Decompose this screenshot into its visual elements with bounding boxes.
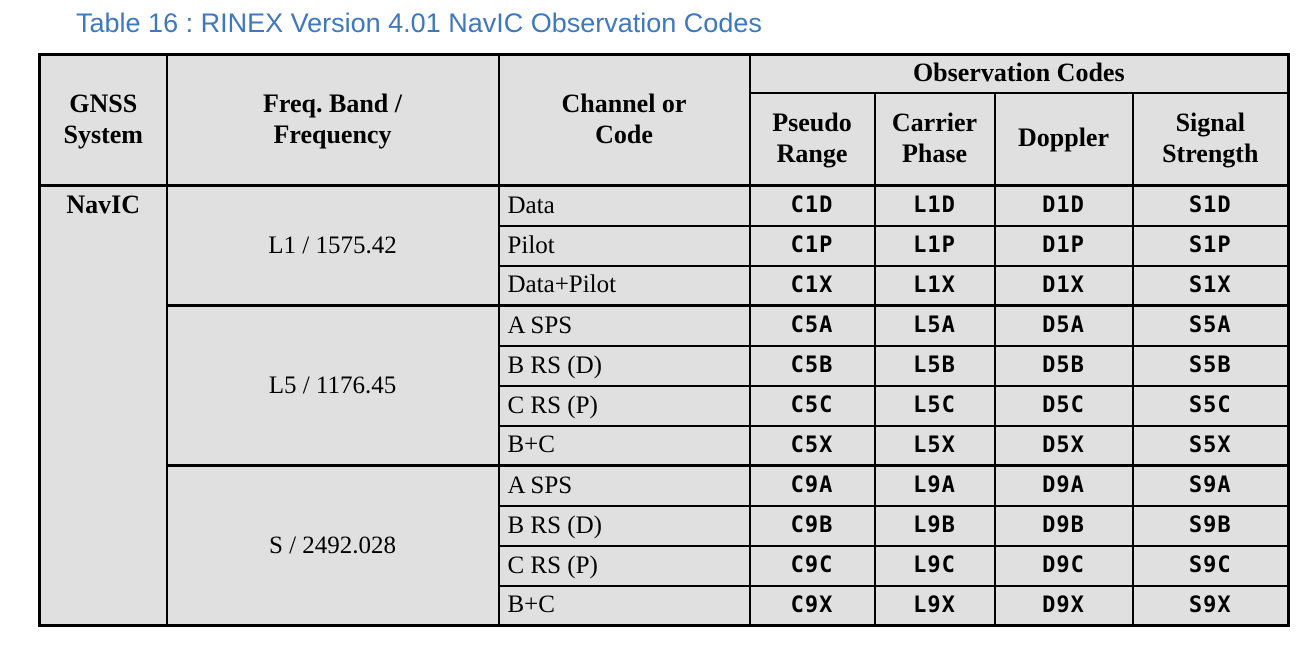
- code-cell: S5X: [1131, 424, 1290, 467]
- code-cell: L5X: [873, 424, 996, 467]
- header-observation-codes: Observation Codes: [748, 53, 1290, 94]
- code-cell: C9C: [748, 544, 876, 587]
- code-cell: D5B: [993, 344, 1134, 387]
- band-cell-l5: L5 / 1176.45: [165, 304, 500, 467]
- table-body: NavIC L1 / 1575.42 Data C1D L1D D1D S1D …: [38, 184, 1290, 627]
- table-row: B+C C9X L9X D9X S9X: [40, 584, 1290, 627]
- code-cell: S5A: [1131, 304, 1290, 347]
- code-cell: C1X: [748, 264, 876, 307]
- table-row: Data+Pilot C1X L1X D1X S1X: [40, 264, 1290, 307]
- table-caption: Table 16 : RINEX Version 4.01 NavIC Obse…: [76, 8, 762, 38]
- header-row-top: GNSS System Freq. Band / Frequency Chann…: [38, 53, 1290, 187]
- header-signal-strength: Signal Strength: [1131, 91, 1290, 187]
- code-cell: C1P: [748, 224, 876, 267]
- code-cell: L5B: [873, 344, 996, 387]
- code-cell: L5C: [873, 384, 996, 427]
- header-doppler: Doppler: [993, 91, 1134, 187]
- code-cell: S1P: [1131, 224, 1290, 267]
- channel-cell: Pilot: [497, 224, 751, 267]
- code-cell: D1X: [993, 264, 1134, 307]
- code-cell: D1D: [993, 184, 1134, 227]
- channel-cell: C RS (P): [497, 544, 751, 587]
- channel-cell: A SPS: [497, 304, 751, 347]
- code-cell: D1P: [993, 224, 1134, 267]
- code-cell: C5X: [748, 424, 876, 467]
- header-row-sub: Pseudo Range Carrier Phase Doppler Signa…: [40, 91, 1290, 187]
- channel-cell: B RS (D): [497, 344, 751, 387]
- code-cell: D5C: [993, 384, 1134, 427]
- code-cell: S5C: [1131, 384, 1290, 427]
- channel-cell: B RS (D): [497, 504, 751, 547]
- code-cell: S9C: [1131, 544, 1290, 587]
- gnss-system-cell: NavIC: [38, 184, 168, 627]
- code-cell: D9C: [993, 544, 1134, 587]
- code-cell: C5C: [748, 384, 876, 427]
- code-cell: L1P: [873, 224, 996, 267]
- channel-cell: B+C: [497, 584, 751, 627]
- header-freq-band: Freq. Band / Frequency: [165, 53, 500, 187]
- channel-cell: A SPS: [497, 464, 751, 507]
- code-cell: D5A: [993, 304, 1134, 347]
- code-cell: D5X: [993, 424, 1134, 467]
- table-row: S / 2492.028 A SPS C9A L9A D9A S9A: [40, 464, 1290, 627]
- table-row: B RS (D) C9B L9B D9B S9B: [40, 504, 1290, 547]
- channel-cell: Data+Pilot: [497, 264, 751, 307]
- table-row: C RS (P) C9C L9C D9C S9C: [40, 544, 1290, 587]
- code-cell: S9B: [1131, 504, 1290, 547]
- table-row: NavIC L1 / 1575.42 Data C1D L1D D1D S1D: [38, 184, 1290, 627]
- channel-cell: C RS (P): [497, 384, 751, 427]
- header-pseudo-range: Pseudo Range: [748, 91, 876, 187]
- code-cell: D9B: [993, 504, 1134, 547]
- code-cell: S9X: [1131, 584, 1290, 627]
- code-cell: S1X: [1131, 264, 1290, 307]
- header-carrier-phase: Carrier Phase: [873, 91, 996, 187]
- code-cell: L9X: [873, 584, 996, 627]
- channel-cell: Data: [497, 184, 751, 227]
- band-cell-s: S / 2492.028: [165, 464, 500, 627]
- code-cell: C9A: [748, 464, 876, 507]
- header-gnss-system: GNSS System: [38, 53, 168, 187]
- table-row: Pilot C1P L1P D1P S1P: [40, 224, 1290, 267]
- code-cell: L1D: [873, 184, 996, 227]
- channel-cell: B+C: [497, 424, 751, 467]
- table-row: L5 / 1176.45 A SPS C5A L5A D5A S5A: [40, 304, 1290, 467]
- rinex-observation-codes-table: GNSS System Freq. Band / Frequency Chann…: [38, 53, 1290, 627]
- code-cell: C1D: [748, 184, 876, 227]
- header-channel-or-code: Channel or Code: [497, 53, 751, 187]
- table-row: B RS (D) C5B L5B D5B S5B: [40, 344, 1290, 387]
- table-row: C RS (P) C5C L5C D5C S5C: [40, 384, 1290, 427]
- code-cell: L9A: [873, 464, 996, 507]
- code-cell: D9A: [993, 464, 1134, 507]
- code-cell: C5A: [748, 304, 876, 347]
- code-cell: S5B: [1131, 344, 1290, 387]
- code-cell: L5A: [873, 304, 996, 347]
- code-cell: C9X: [748, 584, 876, 627]
- code-cell: S9A: [1131, 464, 1290, 507]
- code-cell: L9C: [873, 544, 996, 587]
- code-cell: C9B: [748, 504, 876, 547]
- table-header: GNSS System Freq. Band / Frequency Chann…: [38, 53, 1290, 187]
- code-cell: L9B: [873, 504, 996, 547]
- code-cell: D9X: [993, 584, 1134, 627]
- code-cell: L1X: [873, 264, 996, 307]
- code-cell: S1D: [1131, 184, 1290, 227]
- table-row: B+C C5X L5X D5X S5X: [40, 424, 1290, 467]
- code-cell: C5B: [748, 344, 876, 387]
- band-cell-l1: L1 / 1575.42: [165, 184, 500, 307]
